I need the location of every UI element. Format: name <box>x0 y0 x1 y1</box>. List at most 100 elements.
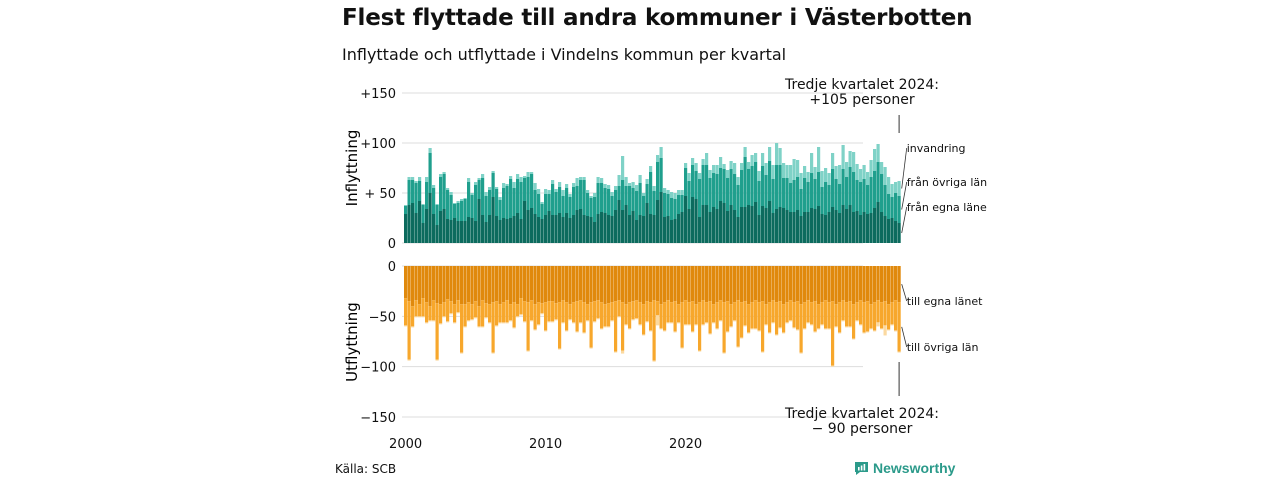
series-label-inflow: från egna läne <box>907 201 987 214</box>
bar-outflow-emigration <box>677 322 681 324</box>
bar-outflow-other-counties <box>516 304 520 317</box>
bar-inflow-immigration <box>582 177 586 180</box>
bar-outflow-emigration <box>568 319 572 321</box>
bar-inflow-own-county <box>670 220 674 243</box>
bar-outflow-other-counties <box>866 301 870 332</box>
bar-outflow-own-county <box>831 266 835 302</box>
bar-outflow-own-county <box>848 266 852 302</box>
bar-inflow-other-counties <box>887 194 891 219</box>
bar-outflow-other-counties <box>460 304 464 353</box>
bar-inflow-own-county <box>491 197 495 243</box>
bar-inflow-own-county <box>442 209 446 243</box>
bar-outflow-other-counties <box>442 302 446 317</box>
y-tick-label-outflow: −150 <box>360 411 396 426</box>
bar-inflow-other-counties <box>491 173 495 197</box>
bar-inflow-own-county <box>418 201 422 243</box>
bar-inflow-immigration <box>649 166 653 172</box>
bar-outflow-emigration <box>838 332 842 334</box>
bar-outflow-emigration <box>743 325 747 327</box>
bar-inflow-other-counties <box>869 177 873 213</box>
bar-inflow-other-counties <box>845 177 849 209</box>
bar-inflow-immigration <box>670 192 674 198</box>
bar-inflow-immigration <box>621 156 625 180</box>
bar-inflow-other-counties <box>460 201 464 221</box>
bar-outflow-other-counties <box>621 302 625 351</box>
bar-outflow-emigration <box>873 330 877 332</box>
bar-outflow-emigration <box>649 330 653 332</box>
bar-outflow-own-county <box>729 266 733 305</box>
bar-inflow-own-county <box>498 220 502 243</box>
bar-inflow-other-counties <box>670 198 674 220</box>
bar-inflow-other-counties <box>638 183 642 215</box>
bar-inflow-other-counties <box>771 179 775 213</box>
bar-inflow-own-county <box>484 222 488 243</box>
bar-inflow-immigration <box>628 183 632 186</box>
bar-outflow-other-counties <box>824 300 828 329</box>
bar-outflow-own-county <box>491 266 495 303</box>
bar-outflow-emigration <box>670 322 674 324</box>
bar-outflow-other-counties <box>670 302 674 323</box>
bar-inflow-immigration <box>645 179 649 184</box>
bar-outflow-own-county <box>740 266 744 303</box>
bar-outflow-other-counties <box>656 301 660 316</box>
bar-inflow-other-counties <box>736 185 740 217</box>
bar-inflow-own-county <box>666 216 670 243</box>
bar-inflow-immigration <box>708 170 712 178</box>
bar-outflow-emigration <box>425 322 429 324</box>
bar-inflow-other-counties <box>596 183 600 214</box>
bar-inflow-other-counties <box>495 189 499 216</box>
bar-inflow-immigration <box>659 147 663 158</box>
bar-inflow-other-counties <box>484 196 488 222</box>
bar-inflow-own-county <box>834 210 838 243</box>
bar-outflow-emigration <box>722 352 726 354</box>
bar-inflow-other-counties <box>432 188 436 214</box>
bar-inflow-immigration <box>834 166 838 179</box>
bar-inflow-immigration <box>607 185 611 189</box>
bar-outflow-own-county <box>589 266 593 303</box>
bar-outflow-own-county <box>484 266 488 304</box>
bar-outflow-other-counties <box>463 304 467 327</box>
bar-inflow-other-counties <box>628 186 632 215</box>
bar-inflow-own-county <box>813 209 817 243</box>
bar-inflow-own-county <box>523 201 527 243</box>
bar-inflow-immigration <box>610 192 614 196</box>
bar-inflow-own-county <box>610 216 614 243</box>
bar-outflow-own-county <box>673 266 677 302</box>
bar-outflow-emigration <box>698 350 702 352</box>
bar-outflow-own-county <box>512 266 516 303</box>
bar-inflow-immigration <box>838 165 842 184</box>
bar-outflow-own-county <box>789 266 793 301</box>
bar-inflow-other-counties <box>719 168 723 201</box>
bar-outflow-emigration <box>449 313 453 315</box>
bar-outflow-own-county <box>691 266 695 302</box>
bar-outflow-other-counties <box>649 302 653 331</box>
bar-outflow-emigration <box>887 329 891 331</box>
bar-inflow-immigration <box>729 161 733 169</box>
bar-inflow-other-counties <box>880 174 884 212</box>
bar-inflow-immigration <box>694 163 698 171</box>
bar-outflow-emigration <box>530 320 534 322</box>
bar-inflow-own-county <box>673 219 677 243</box>
bar-inflow-other-counties <box>897 196 901 223</box>
bar-inflow-other-counties <box>673 199 677 219</box>
bar-inflow-own-county <box>624 205 628 243</box>
bar-inflow-own-county <box>432 214 436 243</box>
bar-outflow-other-counties <box>586 304 590 321</box>
bar-outflow-other-counties <box>673 301 677 332</box>
bar-inflow-immigration <box>600 178 604 183</box>
bar-inflow-other-counties <box>820 187 824 214</box>
bar-outflow-emigration <box>638 324 642 326</box>
bar-outflow-other-counties <box>817 304 821 329</box>
bar-inflow-own-county <box>733 210 737 243</box>
bar-inflow-other-counties <box>838 184 842 213</box>
bar-outflow-emigration <box>659 328 663 330</box>
bar-inflow-immigration <box>827 173 831 185</box>
bar-outflow-own-county <box>519 266 523 299</box>
bar-outflow-own-county <box>736 266 740 301</box>
bar-inflow-immigration <box>796 160 800 177</box>
bar-inflow-immigration <box>691 158 695 165</box>
bar-inflow-immigration <box>705 153 709 165</box>
bar-inflow-own-county <box>796 210 800 243</box>
bar-outflow-emigration <box>589 347 593 349</box>
bar-inflow-immigration <box>831 153 835 169</box>
